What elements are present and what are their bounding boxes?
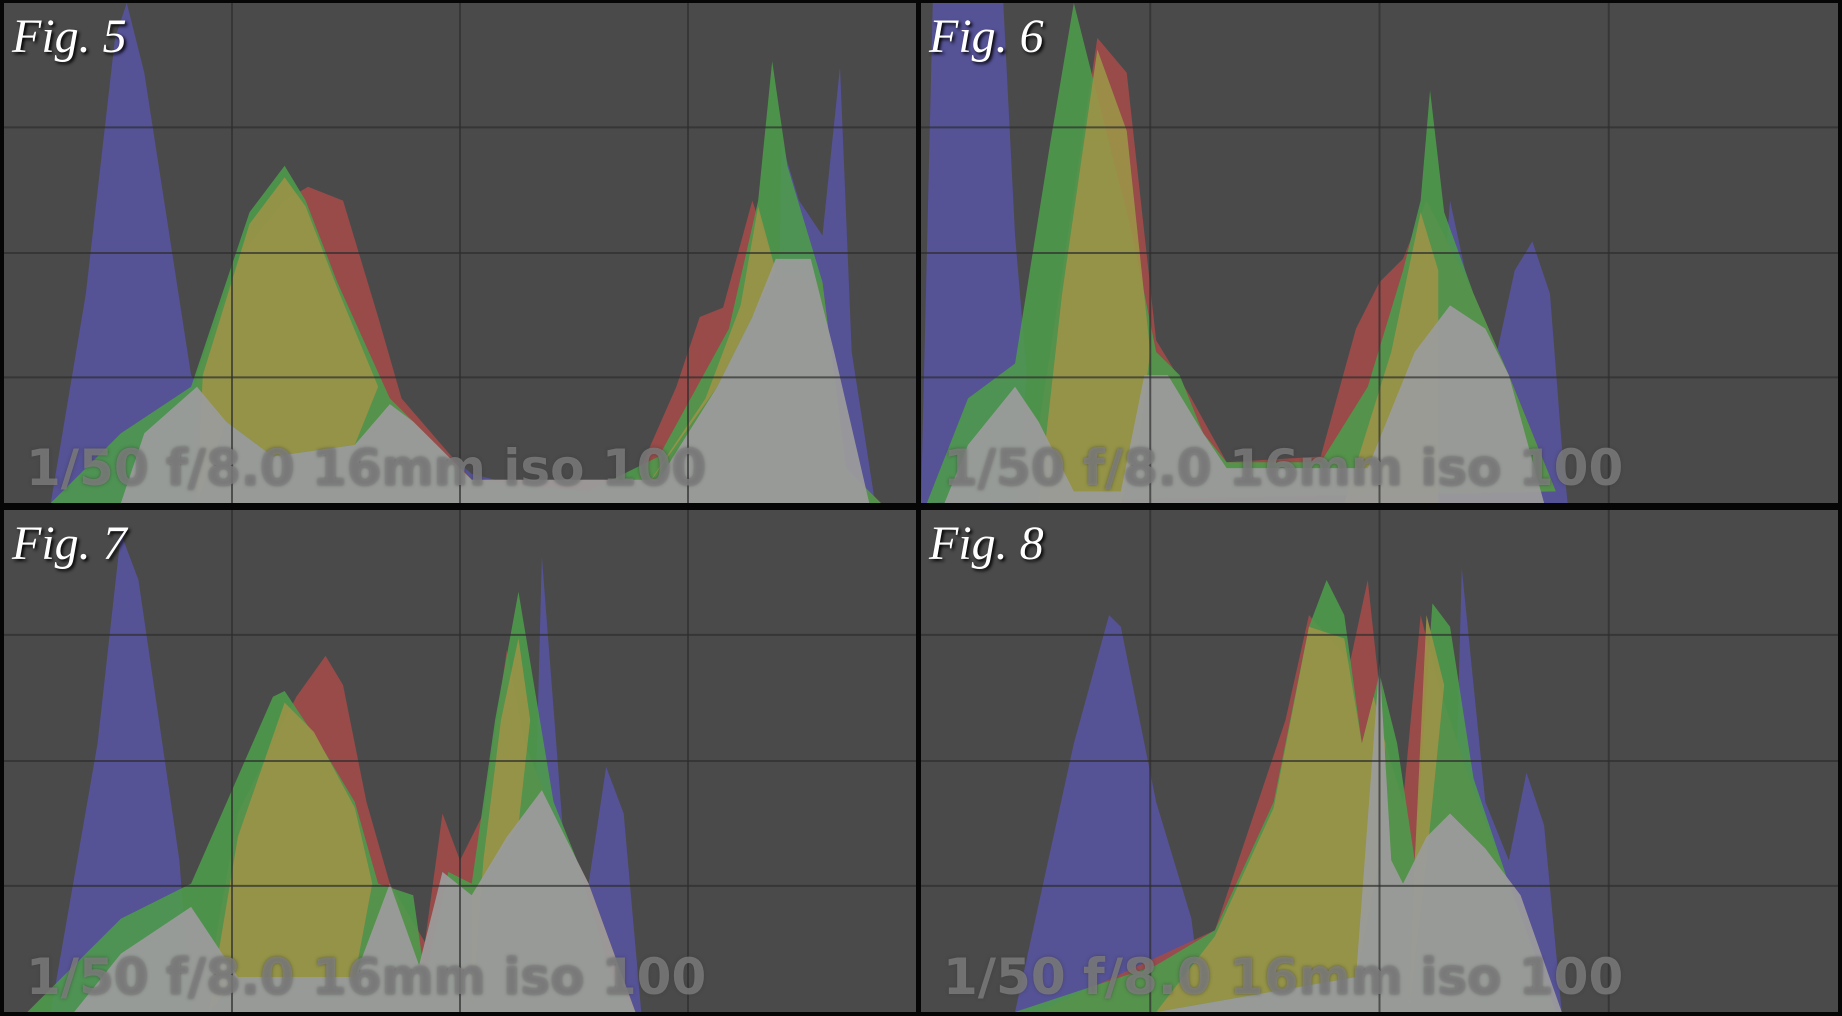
histogram-panel: Fig. 8 1/50 f/8.0 16mm iso 100 xyxy=(921,510,1838,1012)
exif-info: 1/50 f/8.0 16mm iso 100 xyxy=(943,439,1624,497)
exif-info: 1/50 f/8.0 16mm iso 100 xyxy=(26,948,707,1006)
histogram-blue xyxy=(1015,615,1204,1012)
histogram-yellow xyxy=(635,206,776,503)
histogram-blue xyxy=(50,533,192,1012)
exif-info: 1/50 f/8.0 16mm iso 100 xyxy=(26,439,707,497)
exif-info: 1/50 f/8.0 16mm iso 100 xyxy=(943,948,1624,1006)
figure-label: Fig. 6 xyxy=(929,10,1044,63)
histogram-gray xyxy=(1156,661,1562,1012)
histogram-yellow xyxy=(1156,626,1386,1012)
histogram-gray xyxy=(74,790,636,1012)
histogram xyxy=(921,510,1838,1012)
histogram xyxy=(921,3,1838,503)
figure-label: Fig. 8 xyxy=(929,517,1044,570)
histogram-panel: Fig. 7 1/50 f/8.0 16mm iso 100 xyxy=(4,510,916,1012)
histogram-panel: Fig. 5 1/50 f/8.0 16mm iso 100 xyxy=(4,3,916,503)
histogram-panel: Fig. 6 1/50 f/8.0 16mm iso 100 xyxy=(921,3,1838,503)
histogram-yellow xyxy=(196,177,379,503)
histogram-gray xyxy=(944,305,1545,503)
figure-label: Fig. 5 xyxy=(12,10,127,63)
histogram-yellow xyxy=(208,702,373,1012)
histogram xyxy=(4,3,916,503)
histogram-yellow xyxy=(1038,49,1151,503)
histogram-gray xyxy=(120,258,870,503)
histogram xyxy=(4,510,916,1012)
histogram-yellow xyxy=(471,638,531,1012)
figure-label: Fig. 7 xyxy=(12,517,127,570)
